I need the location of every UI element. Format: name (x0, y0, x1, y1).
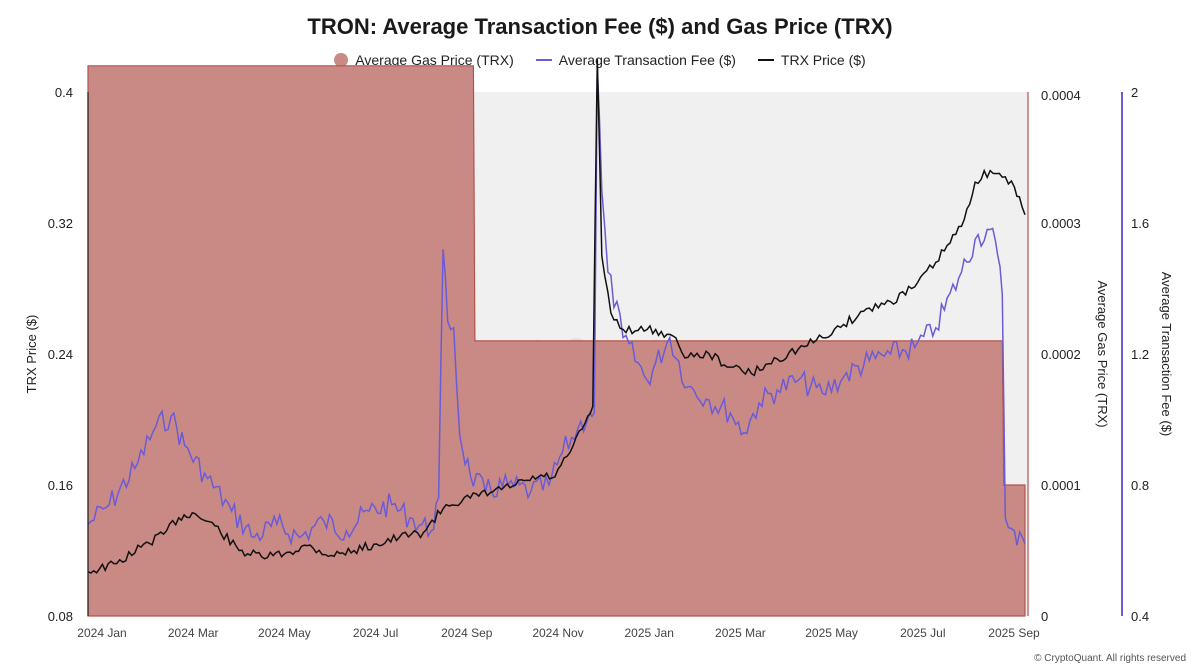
legend-item-gas[interactable]: Average Gas Price (TRX) (334, 52, 514, 68)
legend-label-gas: Average Gas Price (TRX) (355, 52, 514, 68)
x-tick-label-4: 2024 Sep (441, 626, 493, 640)
chart-title: TRON: Average Transaction Fee ($) and Ga… (307, 14, 893, 39)
legend: Average Gas Price (TRX) Average Transact… (0, 52, 1200, 68)
left-tick-label-4: 0.4 (55, 85, 73, 100)
x-tick-label-3: 2024 Jul (353, 626, 398, 640)
fee-tick-label-1: 0.8 (1131, 478, 1149, 493)
x-tick-label-2: 2024 May (258, 626, 311, 640)
fee-tick-label-2: 1.2 (1131, 347, 1149, 362)
gas-tick-label-1: 0.0001 (1041, 478, 1081, 493)
fee-tick-label-0: 0.4 (1131, 609, 1149, 624)
series-avg-transaction-fee-line (87, 65, 1026, 547)
left-tick-label-3: 0.32 (48, 216, 73, 231)
legend-label-fee: Average Transaction Fee ($) (558, 52, 736, 68)
x-tick-label-9: 2025 Jul (900, 626, 945, 640)
x-tick-label-7: 2025 Mar (715, 626, 766, 640)
x-tick-label-5: 2024 Nov (532, 626, 583, 640)
left-tick-label-2: 0.24 (48, 347, 73, 362)
gas-tick-label-3: 0.0003 (1041, 216, 1081, 231)
gas-tick-label-0: 0 (1041, 609, 1048, 624)
left-axis-title: TRX Price ($) (24, 315, 39, 394)
x-tick-label-0: 2024 Jan (77, 626, 126, 640)
legend-swatch-price (757, 59, 774, 61)
copyright: © CryptoQuant. All rights reserved (1034, 653, 1186, 664)
gas-tick-label-4: 0.0004 (1041, 88, 1081, 103)
x-tick-label-10: 2025 Sep (988, 626, 1040, 640)
x-tick-label-8: 2025 May (805, 626, 858, 640)
legend-item-fee[interactable]: Average Transaction Fee ($) (535, 52, 736, 68)
fee-tick-label-4: 2 (1131, 85, 1138, 100)
fee-tick-label-3: 1.6 (1131, 216, 1149, 231)
legend-label-price: TRX Price ($) (780, 52, 866, 68)
series-trx-price-line (87, 59, 1026, 574)
legend-item-price[interactable]: TRX Price ($) (757, 52, 866, 68)
left-tick-label-1: 0.16 (48, 478, 73, 493)
right-fee-axis-title: Average Transaction Fee ($) (1159, 272, 1174, 437)
x-tick-label-1: 2024 Mar (168, 626, 219, 640)
gas-tick-label-2: 0.0002 (1041, 347, 1081, 362)
left-tick-label-0: 0.08 (48, 609, 73, 624)
legend-swatch-fee (535, 59, 552, 61)
x-tick-label-6: 2025 Jan (625, 626, 674, 640)
legend-swatch-gas (334, 53, 349, 67)
right-gas-axis-title: Average Gas Price (TRX) (1095, 280, 1110, 427)
